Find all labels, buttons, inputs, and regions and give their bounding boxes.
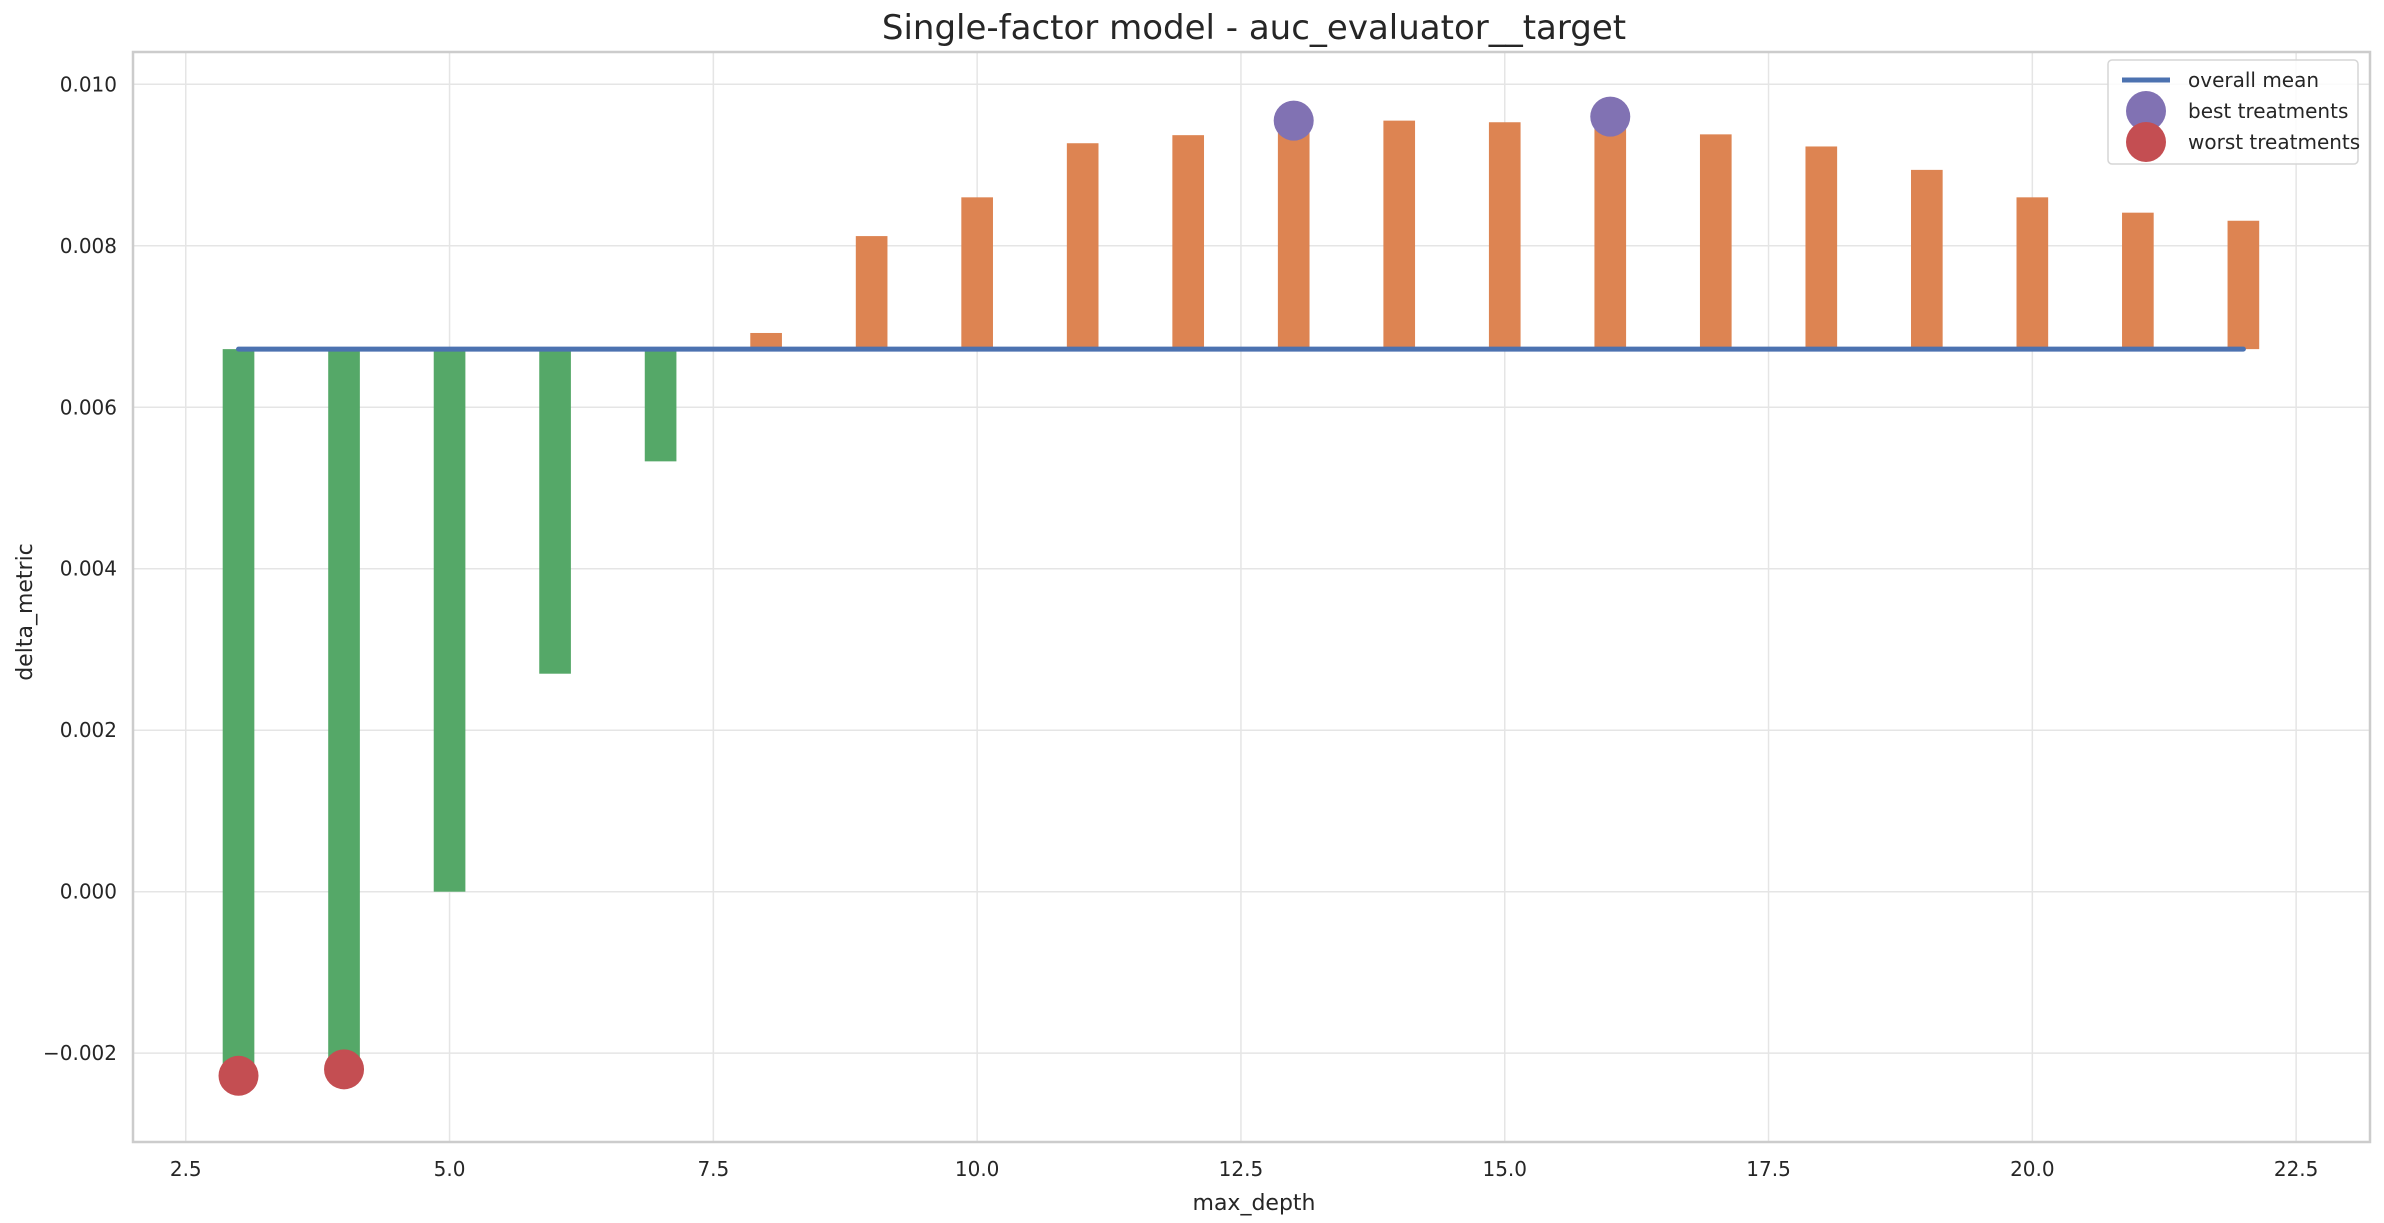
bar-4 — [328, 349, 360, 1070]
bar-16 — [1594, 116, 1627, 350]
worst-treatment-point-4 — [324, 1049, 365, 1090]
x-tick-label-8: 22.5 — [2274, 1157, 2319, 1181]
bar-8 — [750, 332, 782, 350]
x-tick-label-6: 17.5 — [1746, 1157, 1791, 1181]
y-tick-label-6: 0.010 — [60, 72, 117, 96]
legend: overall mean best treatments worst treatme… — [2107, 59, 2360, 165]
y-tick-label-1: 0.000 — [60, 880, 117, 904]
bar-9 — [855, 236, 888, 350]
bar-22 — [2227, 220, 2260, 350]
y-tick-label-4: 0.006 — [60, 395, 117, 419]
legend-swatch-2 — [2126, 122, 2166, 162]
worst-treatment-point-3 — [218, 1055, 259, 1096]
x-tick-label-3: 10.0 — [955, 1157, 1000, 1181]
x-tick-label-4: 12.5 — [1219, 1157, 1264, 1181]
bar-14 — [1383, 120, 1416, 350]
chart-title: Single-factor model - auc_evaluator__tar… — [882, 8, 1626, 48]
bar-17 — [1699, 134, 1732, 350]
bar-12 — [1172, 135, 1205, 350]
x-tick-label-0: 2.5 — [170, 1157, 202, 1181]
x-tick-label-2: 7.5 — [697, 1157, 729, 1181]
x-tick-label-1: 5.0 — [434, 1157, 466, 1181]
y-tick-label-2: 0.002 — [60, 718, 117, 742]
bar-10 — [961, 197, 993, 350]
x-axis-label: max_depth — [1193, 1191, 1316, 1216]
y-axis-label: delta_metric — [13, 543, 38, 681]
legend-label-0: overall mean — [2188, 68, 2319, 92]
legend-box — [2107, 59, 2359, 165]
legend-swatch-1 — [2126, 91, 2166, 131]
bar-series — [222, 116, 2260, 1076]
legend-label-1: best treatments — [2188, 99, 2348, 123]
y-tick-label-3: 0.004 — [60, 557, 117, 581]
bar-3 — [222, 349, 255, 1076]
bar-13 — [1277, 123, 1310, 350]
bar-11 — [1066, 143, 1099, 350]
bar-21 — [2122, 212, 2154, 350]
bar-6 — [539, 349, 571, 674]
plot-frame — [131, 50, 2372, 1144]
treatment-markers — [218, 96, 1631, 1096]
y-axis-ticks: −0.002 0.000 0.002 0.004 0.006 0.008 0.010 — [43, 72, 117, 1065]
y-tick-label-0: −0.002 — [43, 1041, 117, 1065]
bar-19 — [1910, 169, 1943, 350]
x-axis-ticks: 2.5 5.0 7.5 10.0 12.5 15.0 17.5 20.0 22.5 — [170, 1157, 2319, 1181]
legend-label-2: worst treatments — [2188, 130, 2360, 154]
bar-20 — [2016, 197, 2049, 350]
bar-15 — [1488, 122, 1521, 350]
bar-7 — [644, 349, 677, 462]
bar-18 — [1805, 146, 1838, 350]
x-tick-label-7: 20.0 — [2010, 1157, 2055, 1181]
x-tick-label-5: 15.0 — [1482, 1157, 1527, 1181]
bar-5 — [433, 349, 466, 892]
best-treatment-point-13 — [1273, 100, 1314, 141]
y-tick-label-5: 0.008 — [60, 234, 117, 258]
best-treatment-point-16 — [1590, 96, 1631, 137]
